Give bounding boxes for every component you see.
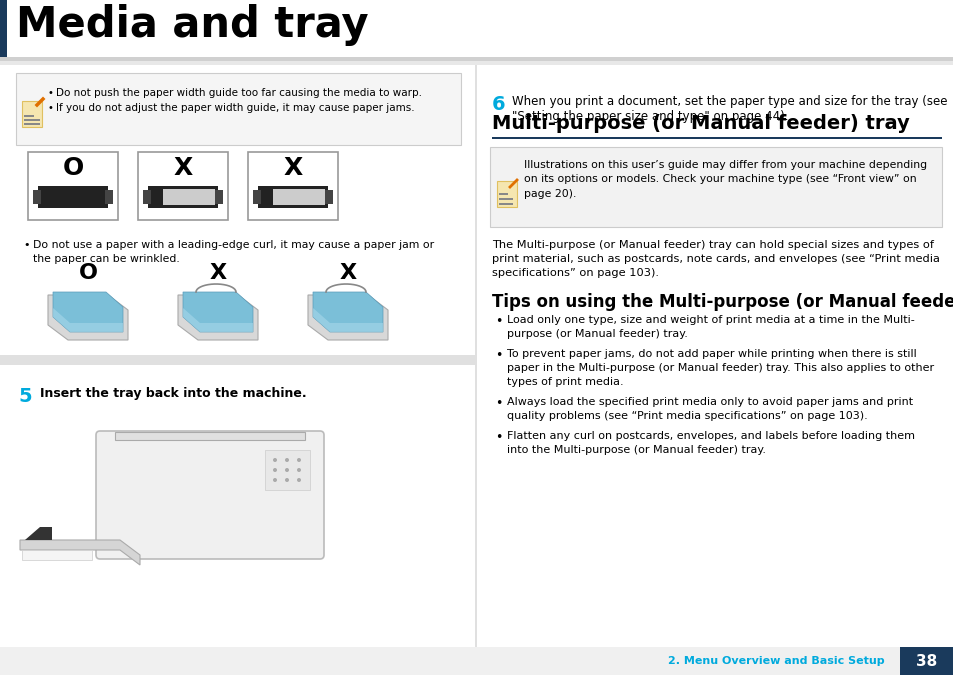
Bar bbox=[24, 119, 40, 121]
Text: Always load the specified print media only to avoid paper jams and print: Always load the specified print media on… bbox=[506, 397, 912, 407]
Bar bbox=[899, 647, 953, 675]
Polygon shape bbox=[313, 308, 382, 332]
Polygon shape bbox=[183, 292, 253, 332]
Bar bbox=[273, 189, 325, 205]
Bar bbox=[497, 181, 517, 207]
Text: If you do not adjust the paper width guide, it may cause paper jams.: If you do not adjust the paper width gui… bbox=[56, 103, 415, 113]
Bar bbox=[257, 186, 328, 208]
Text: the paper can be wrinkled.: the paper can be wrinkled. bbox=[33, 254, 179, 264]
Bar bbox=[0, 355, 476, 365]
Text: Multi-purpose (or Manual feeder) tray: Multi-purpose (or Manual feeder) tray bbox=[492, 114, 909, 133]
Text: Tips on using the Multi-purpose (or Manual feeder) tray: Tips on using the Multi-purpose (or Manu… bbox=[492, 293, 953, 311]
Bar bbox=[33, 190, 41, 204]
Polygon shape bbox=[183, 308, 253, 332]
Text: X: X bbox=[283, 156, 302, 180]
Text: •: • bbox=[48, 103, 53, 113]
Circle shape bbox=[285, 458, 289, 462]
Text: page 20).: page 20). bbox=[523, 189, 576, 199]
Bar bbox=[16, 73, 460, 145]
Bar bbox=[0, 61, 953, 65]
Bar bbox=[138, 152, 228, 220]
Bar bbox=[248, 152, 337, 220]
Bar bbox=[325, 190, 333, 204]
Text: types of print media.: types of print media. bbox=[506, 377, 623, 387]
Text: Insert the tray back into the machine.: Insert the tray back into the machine. bbox=[40, 387, 306, 400]
Circle shape bbox=[296, 458, 301, 462]
Text: When you print a document, set the paper type and size for the tray (see: When you print a document, set the paper… bbox=[512, 95, 946, 108]
Text: Do not push the paper width guide too far causing the media to warp.: Do not push the paper width guide too fa… bbox=[56, 88, 421, 98]
Bar bbox=[0, 647, 953, 675]
Text: The Multi-purpose (or Manual feeder) tray can hold special sizes and types of: The Multi-purpose (or Manual feeder) tra… bbox=[492, 240, 933, 250]
Bar bbox=[0, 0, 7, 57]
Polygon shape bbox=[48, 295, 128, 340]
Text: O: O bbox=[78, 263, 97, 283]
Text: •: • bbox=[495, 397, 502, 410]
Text: 2. Menu Overview and Basic Setup: 2. Menu Overview and Basic Setup bbox=[668, 656, 884, 666]
Text: X: X bbox=[210, 263, 226, 283]
Bar bbox=[22, 550, 91, 560]
Bar bbox=[0, 0, 953, 57]
Text: •: • bbox=[495, 315, 502, 328]
Bar bbox=[0, 57, 953, 61]
Circle shape bbox=[296, 478, 301, 482]
Text: •: • bbox=[495, 431, 502, 444]
Text: •: • bbox=[495, 349, 502, 362]
Bar bbox=[498, 198, 513, 200]
Polygon shape bbox=[53, 292, 123, 332]
Bar bbox=[115, 432, 305, 440]
Bar bbox=[498, 193, 507, 195]
Circle shape bbox=[273, 478, 276, 482]
Bar bbox=[148, 186, 218, 208]
Text: paper in the Multi-purpose (or Manual feeder) tray. This also applies to other: paper in the Multi-purpose (or Manual fe… bbox=[506, 363, 933, 373]
Circle shape bbox=[285, 478, 289, 482]
Bar bbox=[492, 137, 941, 139]
Text: X: X bbox=[339, 263, 356, 283]
Polygon shape bbox=[53, 308, 123, 332]
Bar bbox=[265, 450, 310, 490]
Text: Media and tray: Media and tray bbox=[16, 4, 368, 46]
Polygon shape bbox=[178, 295, 257, 340]
Circle shape bbox=[296, 468, 301, 472]
Bar bbox=[214, 190, 223, 204]
Text: 38: 38 bbox=[916, 653, 937, 668]
Bar bbox=[498, 203, 513, 205]
Polygon shape bbox=[313, 292, 382, 332]
Bar bbox=[24, 123, 40, 125]
Circle shape bbox=[273, 468, 276, 472]
Text: X: X bbox=[173, 156, 193, 180]
Text: Flatten any curl on postcards, envelopes, and labels before loading them: Flatten any curl on postcards, envelopes… bbox=[506, 431, 914, 441]
Text: Illustrations on this user’s guide may differ from your machine depending: Illustrations on this user’s guide may d… bbox=[523, 160, 926, 170]
Text: print material, such as postcards, note cards, and envelopes (see “Print media: print material, such as postcards, note … bbox=[492, 254, 939, 264]
Bar bbox=[28, 152, 118, 220]
Polygon shape bbox=[308, 295, 388, 340]
Bar bbox=[38, 186, 108, 208]
Text: on its options or models. Check your machine type (see “Front view” on: on its options or models. Check your mac… bbox=[523, 174, 916, 184]
Text: purpose (or Manual feeder) tray.: purpose (or Manual feeder) tray. bbox=[506, 329, 687, 339]
Text: into the Multi-purpose (or Manual feeder) tray.: into the Multi-purpose (or Manual feeder… bbox=[506, 445, 765, 455]
Text: 5: 5 bbox=[18, 387, 31, 406]
Text: To prevent paper jams, do not add paper while printing when there is still: To prevent paper jams, do not add paper … bbox=[506, 349, 916, 359]
Text: "Setting the paper size and type" on page 44).: "Setting the paper size and type" on pag… bbox=[512, 110, 788, 123]
Text: specifications” on page 103).: specifications” on page 103). bbox=[492, 268, 659, 278]
Bar bbox=[24, 115, 34, 117]
Polygon shape bbox=[25, 527, 52, 540]
Circle shape bbox=[285, 468, 289, 472]
Text: Load only one type, size and weight of print media at a time in the Multi-: Load only one type, size and weight of p… bbox=[506, 315, 914, 325]
Text: Do not use a paper with a leading-edge curl, it may cause a paper jam or: Do not use a paper with a leading-edge c… bbox=[33, 240, 434, 250]
Text: •: • bbox=[48, 88, 53, 98]
Bar bbox=[22, 101, 42, 127]
Circle shape bbox=[273, 458, 276, 462]
Text: quality problems (see “Print media specifications” on page 103).: quality problems (see “Print media speci… bbox=[506, 411, 867, 421]
Polygon shape bbox=[20, 540, 140, 565]
Bar bbox=[143, 190, 151, 204]
FancyBboxPatch shape bbox=[96, 431, 324, 559]
Bar bbox=[475, 65, 476, 647]
Text: •: • bbox=[23, 240, 30, 250]
Text: 6: 6 bbox=[492, 95, 505, 114]
Bar bbox=[163, 189, 214, 205]
Text: O: O bbox=[62, 156, 84, 180]
Bar bbox=[253, 190, 261, 204]
Bar bbox=[105, 190, 112, 204]
Bar bbox=[490, 147, 941, 227]
